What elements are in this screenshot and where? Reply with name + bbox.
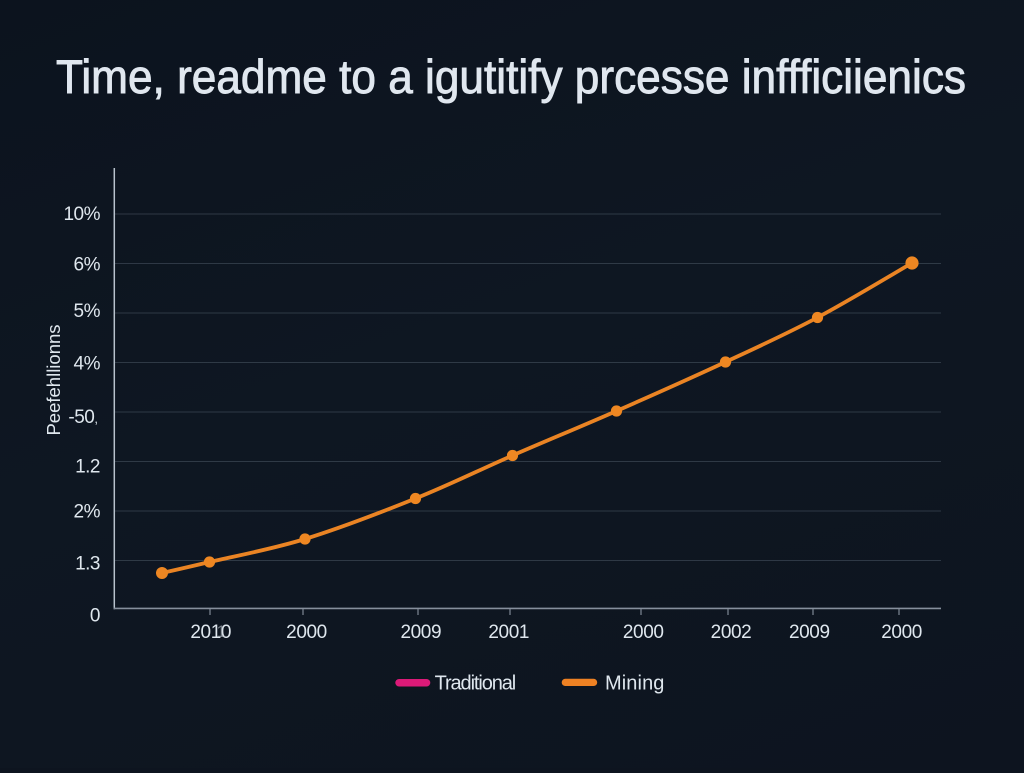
svg-text:0: 0: [90, 606, 100, 627]
svg-text:-50,: -50,: [68, 407, 97, 428]
svg-text:6%: 6%: [74, 255, 101, 276]
svg-text:5%: 5%: [74, 301, 101, 322]
svg-text:1.2: 1.2: [75, 457, 100, 478]
svg-text:2002: 2002: [711, 622, 752, 643]
svg-text:2000: 2000: [286, 622, 327, 643]
svg-text:2009: 2009: [789, 622, 830, 643]
svg-text:2010: 2010: [190, 622, 231, 643]
svg-text:2%: 2%: [74, 502, 101, 523]
svg-text:10%: 10%: [63, 204, 100, 225]
svg-text:2000: 2000: [623, 622, 664, 643]
svg-text:Peefehllionns: Peefehllionns: [43, 324, 64, 435]
svg-text:Mining: Mining: [605, 673, 665, 695]
svg-text:Traditional: Traditional: [435, 673, 516, 695]
svg-text:1: 1: [216, 622, 225, 641]
svg-text:2009: 2009: [400, 622, 441, 643]
svg-text:1.3: 1.3: [75, 554, 100, 575]
svg-text:4%: 4%: [74, 354, 101, 375]
svg-text:2000: 2000: [881, 622, 922, 643]
svg-text:Time, readme to a igutitify pr: Time, readme to a igutitify prcesse inff…: [56, 50, 966, 103]
svg-text:2001: 2001: [488, 622, 529, 643]
